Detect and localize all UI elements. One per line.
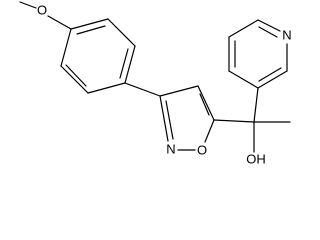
atom-label: O	[197, 142, 207, 157]
bond	[19, 1, 37, 9]
bond	[70, 18, 109, 30]
atom-label: N	[282, 27, 291, 42]
bond	[213, 119, 255, 123]
bond	[159, 85, 199, 97]
double-bond-inner	[258, 67, 282, 82]
structure-diagram: O N N O OH	[19, 1, 292, 166]
double-bond-inner	[199, 93, 210, 116]
bond	[107, 18, 136, 47]
atom-label: OH	[246, 151, 266, 166]
double-bond-inner	[65, 64, 87, 87]
bond	[257, 19, 281, 32]
bond	[257, 70, 288, 89]
bonds	[19, 1, 291, 153]
bond	[124, 82, 161, 97]
double-bond-inner	[165, 100, 174, 140]
bond	[204, 119, 215, 143]
bond	[60, 65, 89, 94]
bond	[159, 95, 169, 142]
double-bond-inner	[76, 25, 106, 35]
bond	[60, 28, 72, 67]
atom-label: N	[166, 141, 175, 156]
bond	[253, 87, 259, 123]
double-bond-inner	[258, 26, 278, 38]
bond	[124, 45, 136, 84]
atom-label: O	[37, 2, 47, 17]
double-bond-inner	[119, 48, 129, 79]
bond	[228, 19, 259, 38]
bond	[87, 82, 126, 94]
bond	[228, 70, 259, 89]
bond	[47, 15, 72, 30]
bond	[197, 85, 215, 121]
page: O N N O OH (() => { const data = JSON.pa…	[19, 1, 292, 167]
